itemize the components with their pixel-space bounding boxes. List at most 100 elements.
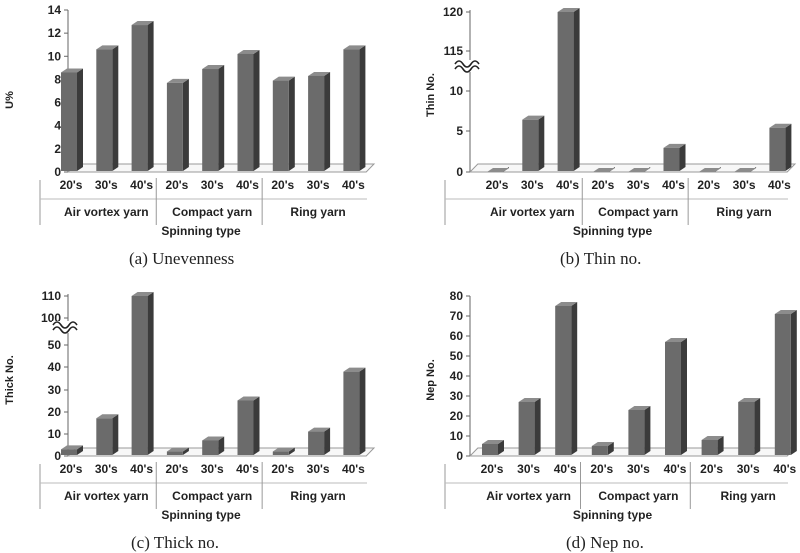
x-group-label: Compact yarn — [598, 489, 678, 503]
bar-front — [237, 400, 254, 455]
x-tick-label: 30's — [517, 462, 540, 476]
bar — [557, 8, 580, 171]
x-tick-label: 30's — [627, 462, 650, 476]
bar — [343, 45, 366, 171]
bar-front — [272, 451, 289, 455]
y-tick-label: 50 — [48, 338, 62, 352]
y-tick-label: 0 — [456, 165, 463, 179]
x-tick-label: 20's — [481, 462, 504, 476]
x-tick-label: 40's — [662, 178, 685, 192]
y-tick-label: 20 — [48, 405, 62, 419]
bar-front — [202, 69, 219, 171]
x-tick-label: 40's — [342, 178, 365, 192]
bar-top — [343, 367, 366, 372]
bar — [166, 78, 189, 171]
y-tick-label: 8 — [54, 72, 61, 86]
x-tick-label: 40's — [130, 462, 153, 476]
bar-top — [557, 8, 580, 12]
bar-front — [522, 119, 539, 171]
x-group-label: Ring yarn — [716, 205, 771, 219]
axis-break-icon — [454, 65, 480, 73]
y-tick-label: 4 — [54, 119, 61, 133]
bar — [738, 398, 761, 455]
bar — [774, 310, 797, 455]
bar — [663, 143, 686, 171]
axis-break-mask — [52, 321, 78, 333]
bar — [237, 396, 260, 455]
bar-top — [202, 65, 225, 70]
bar-top — [237, 49, 260, 54]
bar-front — [665, 342, 681, 455]
x-tick-label: 30's — [95, 178, 118, 192]
bar — [166, 447, 189, 455]
x-tick-label: 30's — [201, 178, 224, 192]
bar-front — [131, 25, 148, 171]
bar — [769, 123, 792, 171]
y-tick-label: 120 — [443, 5, 463, 19]
y-tick-label: 10 — [48, 427, 62, 441]
bar-side — [754, 398, 761, 455]
y-tick-label: 50 — [450, 349, 464, 363]
bar-top — [628, 168, 651, 172]
x-group-label: Ring yarn — [721, 489, 776, 503]
x-tick-label: 40's — [773, 462, 796, 476]
x-group-label: Ring yarn — [290, 489, 345, 503]
bar-side — [253, 49, 260, 171]
bar-side — [679, 143, 686, 171]
axis-break-icon — [52, 321, 78, 329]
x-axis-title: Spinning type — [573, 508, 653, 522]
bar — [308, 71, 331, 171]
bar-top — [131, 292, 154, 296]
x-tick-label: 40's — [236, 178, 259, 192]
y-tick-label: 0 — [54, 165, 61, 179]
x-group-label: Air vortex yarn — [486, 489, 571, 503]
bar-front — [663, 147, 680, 171]
bar-front — [166, 451, 183, 455]
bar-front — [518, 402, 535, 455]
bar — [61, 68, 83, 171]
x-tick-label: 20's — [271, 178, 294, 192]
bar-top — [61, 445, 83, 450]
y-axis-label: Thick No. — [4, 355, 16, 405]
bar-front — [237, 53, 254, 171]
bar — [487, 167, 509, 172]
bar — [665, 338, 687, 455]
y-tick-label: 80 — [450, 289, 464, 303]
x-tick-label: 20's — [165, 178, 188, 192]
bar-side — [288, 447, 295, 455]
x-tick-label: 30's — [307, 462, 330, 476]
bar-top — [769, 123, 792, 128]
bar — [272, 76, 295, 171]
x-tick-label: 20's — [697, 178, 720, 192]
bar-top — [166, 78, 189, 83]
bar-front — [308, 75, 325, 171]
bar — [61, 445, 83, 455]
caption-nep-no: (d) Nep no. — [566, 533, 644, 552]
x-tick-label: 40's — [342, 462, 365, 476]
bar — [592, 167, 615, 172]
y-tick-label: 60 — [450, 329, 464, 343]
bar-front — [557, 12, 574, 171]
axis-break-icon — [52, 326, 78, 334]
caption-unevenness: (a) Unevenness — [129, 249, 235, 268]
bar-top — [774, 310, 797, 314]
y-tick-label: 40 — [450, 369, 464, 383]
bar-top — [308, 71, 331, 76]
bar-side — [77, 68, 83, 171]
bar-top — [96, 45, 119, 50]
bar-front — [343, 371, 360, 455]
bar-side — [534, 398, 541, 455]
bar-top — [61, 68, 83, 73]
bar — [698, 167, 721, 172]
bar-side — [498, 440, 504, 455]
bar-top — [308, 427, 331, 432]
bar — [131, 21, 154, 171]
x-group-label: Compact yarn — [172, 489, 252, 503]
bar-top — [592, 168, 615, 172]
bar-side — [218, 436, 225, 455]
chart-nep-no: 0 10 20 30 40 50 60 70 80 Nep No. 20's 30's 40's 20's… — [425, 289, 797, 522]
x-tick-label: 30's — [201, 462, 224, 476]
chart-unevenness: 0 2 4 6 8 10 12 14 U% 20's 30's 40's 20's 30's 40's 20'… — [4, 3, 376, 238]
bar-front — [131, 296, 148, 455]
